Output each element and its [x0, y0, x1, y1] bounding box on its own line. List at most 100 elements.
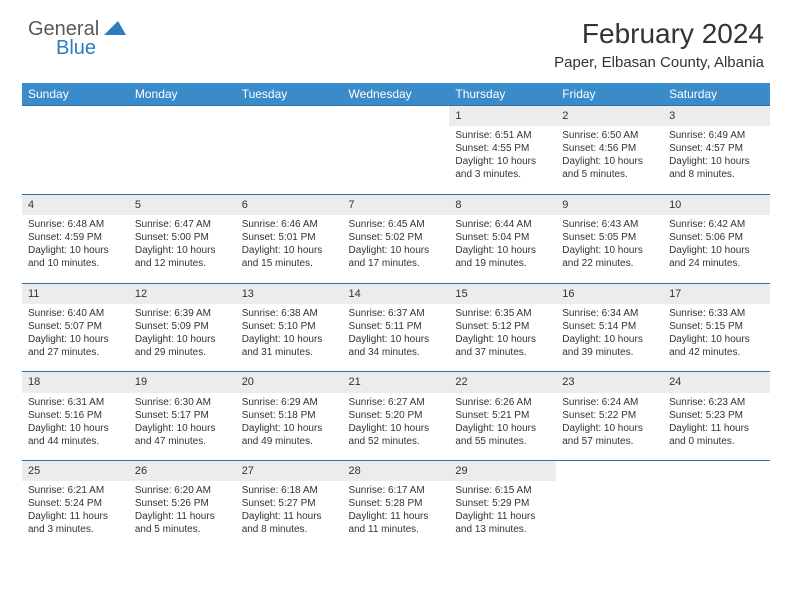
- day-content-cell: Sunrise: 6:43 AMSunset: 5:05 PMDaylight:…: [556, 215, 663, 283]
- sunrise: Sunrise: 6:26 AM: [455, 396, 550, 409]
- sunset: Sunset: 5:14 PM: [562, 320, 657, 333]
- sunset: Sunset: 4:59 PM: [28, 231, 123, 244]
- day-content-cell: Sunrise: 6:24 AMSunset: 5:22 PMDaylight:…: [556, 393, 663, 461]
- daylight: Daylight: 11 hours and 13 minutes.: [455, 510, 550, 536]
- day-number-cell: 21: [343, 372, 450, 393]
- day-number-cell: [556, 461, 663, 482]
- location: Paper, Elbasan County, Albania: [554, 54, 764, 71]
- day-content-cell: Sunrise: 6:51 AMSunset: 4:55 PMDaylight:…: [449, 126, 556, 194]
- daylight: Daylight: 10 hours and 34 minutes.: [349, 333, 444, 359]
- calendar-head: SundayMondayTuesdayWednesdayThursdayFrid…: [22, 83, 770, 106]
- day-header: Tuesday: [236, 83, 343, 106]
- day-number-cell: 7: [343, 194, 450, 215]
- sunset: Sunset: 5:23 PM: [669, 409, 764, 422]
- day-content-cell: Sunrise: 6:26 AMSunset: 5:21 PMDaylight:…: [449, 393, 556, 461]
- day-content-cell: Sunrise: 6:31 AMSunset: 5:16 PMDaylight:…: [22, 393, 129, 461]
- sunrise: Sunrise: 6:17 AM: [349, 484, 444, 497]
- sunrise: Sunrise: 6:29 AM: [242, 396, 337, 409]
- sunset: Sunset: 5:16 PM: [28, 409, 123, 422]
- day-content-cell: Sunrise: 6:27 AMSunset: 5:20 PMDaylight:…: [343, 393, 450, 461]
- day-content-cell: Sunrise: 6:17 AMSunset: 5:28 PMDaylight:…: [343, 481, 450, 549]
- day-header: Wednesday: [343, 83, 450, 106]
- day-content-cell: Sunrise: 6:47 AMSunset: 5:00 PMDaylight:…: [129, 215, 236, 283]
- sunset: Sunset: 5:17 PM: [135, 409, 230, 422]
- day-number-cell: 6: [236, 194, 343, 215]
- day-header: Monday: [129, 83, 236, 106]
- daylight: Daylight: 10 hours and 12 minutes.: [135, 244, 230, 270]
- day-number-cell: [22, 106, 129, 127]
- day-content-cell: Sunrise: 6:34 AMSunset: 5:14 PMDaylight:…: [556, 304, 663, 372]
- sunset: Sunset: 5:09 PM: [135, 320, 230, 333]
- daylight: Daylight: 10 hours and 22 minutes.: [562, 244, 657, 270]
- day-number-cell: 5: [129, 194, 236, 215]
- sunset: Sunset: 5:11 PM: [349, 320, 444, 333]
- daylight: Daylight: 11 hours and 11 minutes.: [349, 510, 444, 536]
- calendar: SundayMondayTuesdayWednesdayThursdayFrid…: [22, 83, 770, 549]
- day-number-cell: 3: [663, 106, 770, 127]
- sunrise: Sunrise: 6:46 AM: [242, 218, 337, 231]
- sunrise: Sunrise: 6:23 AM: [669, 396, 764, 409]
- logo: General Blue: [28, 18, 126, 60]
- sunset: Sunset: 5:28 PM: [349, 497, 444, 510]
- day-number-cell: 27: [236, 461, 343, 482]
- day-number-cell: 26: [129, 461, 236, 482]
- sunset: Sunset: 5:24 PM: [28, 497, 123, 510]
- logo-triangle-icon: [104, 19, 126, 40]
- day-number-cell: 1: [449, 106, 556, 127]
- daylight: Daylight: 10 hours and 24 minutes.: [669, 244, 764, 270]
- daylight: Daylight: 10 hours and 39 minutes.: [562, 333, 657, 359]
- day-content-cell: Sunrise: 6:20 AMSunset: 5:26 PMDaylight:…: [129, 481, 236, 549]
- sunset: Sunset: 5:00 PM: [135, 231, 230, 244]
- sunset: Sunset: 5:04 PM: [455, 231, 550, 244]
- daylight: Daylight: 10 hours and 31 minutes.: [242, 333, 337, 359]
- sunrise: Sunrise: 6:15 AM: [455, 484, 550, 497]
- day-header: Friday: [556, 83, 663, 106]
- sunset: Sunset: 5:29 PM: [455, 497, 550, 510]
- daylight: Daylight: 10 hours and 15 minutes.: [242, 244, 337, 270]
- day-number-cell: [343, 106, 450, 127]
- sunset: Sunset: 5:06 PM: [669, 231, 764, 244]
- daylight: Daylight: 11 hours and 0 minutes.: [669, 422, 764, 448]
- day-content-cell: Sunrise: 6:37 AMSunset: 5:11 PMDaylight:…: [343, 304, 450, 372]
- day-content-cell: Sunrise: 6:15 AMSunset: 5:29 PMDaylight:…: [449, 481, 556, 549]
- day-number-cell: 2: [556, 106, 663, 127]
- sunrise: Sunrise: 6:37 AM: [349, 307, 444, 320]
- sunrise: Sunrise: 6:39 AM: [135, 307, 230, 320]
- day-content-cell: Sunrise: 6:29 AMSunset: 5:18 PMDaylight:…: [236, 393, 343, 461]
- day-content-cell: Sunrise: 6:18 AMSunset: 5:27 PMDaylight:…: [236, 481, 343, 549]
- day-content-cell: Sunrise: 6:44 AMSunset: 5:04 PMDaylight:…: [449, 215, 556, 283]
- day-content-cell: [556, 481, 663, 549]
- day-content-cell: Sunrise: 6:50 AMSunset: 4:56 PMDaylight:…: [556, 126, 663, 194]
- sunset: Sunset: 5:26 PM: [135, 497, 230, 510]
- daylight: Daylight: 11 hours and 8 minutes.: [242, 510, 337, 536]
- day-number-cell: 22: [449, 372, 556, 393]
- daylight: Daylight: 10 hours and 29 minutes.: [135, 333, 230, 359]
- day-number-cell: 14: [343, 283, 450, 304]
- sunset: Sunset: 5:15 PM: [669, 320, 764, 333]
- sunrise: Sunrise: 6:49 AM: [669, 129, 764, 142]
- sunrise: Sunrise: 6:43 AM: [562, 218, 657, 231]
- sunrise: Sunrise: 6:35 AM: [455, 307, 550, 320]
- daylight: Daylight: 10 hours and 42 minutes.: [669, 333, 764, 359]
- sunset: Sunset: 5:27 PM: [242, 497, 337, 510]
- day-number-cell: [236, 106, 343, 127]
- sunrise: Sunrise: 6:42 AM: [669, 218, 764, 231]
- calendar-body: 123Sunrise: 6:51 AMSunset: 4:55 PMDaylig…: [22, 106, 770, 550]
- daylight: Daylight: 10 hours and 5 minutes.: [562, 155, 657, 181]
- day-content-cell: Sunrise: 6:45 AMSunset: 5:02 PMDaylight:…: [343, 215, 450, 283]
- daylight: Daylight: 10 hours and 44 minutes.: [28, 422, 123, 448]
- day-content-cell: Sunrise: 6:46 AMSunset: 5:01 PMDaylight:…: [236, 215, 343, 283]
- day-number-cell: 19: [129, 372, 236, 393]
- sunrise: Sunrise: 6:44 AM: [455, 218, 550, 231]
- daylight: Daylight: 10 hours and 17 minutes.: [349, 244, 444, 270]
- daylight: Daylight: 11 hours and 3 minutes.: [28, 510, 123, 536]
- day-content-cell: Sunrise: 6:38 AMSunset: 5:10 PMDaylight:…: [236, 304, 343, 372]
- day-content-cell: Sunrise: 6:39 AMSunset: 5:09 PMDaylight:…: [129, 304, 236, 372]
- day-number-cell: 25: [22, 461, 129, 482]
- sunrise: Sunrise: 6:33 AM: [669, 307, 764, 320]
- day-number-cell: 24: [663, 372, 770, 393]
- day-header: Sunday: [22, 83, 129, 106]
- daylight: Daylight: 11 hours and 5 minutes.: [135, 510, 230, 536]
- sunrise: Sunrise: 6:21 AM: [28, 484, 123, 497]
- day-number-cell: 12: [129, 283, 236, 304]
